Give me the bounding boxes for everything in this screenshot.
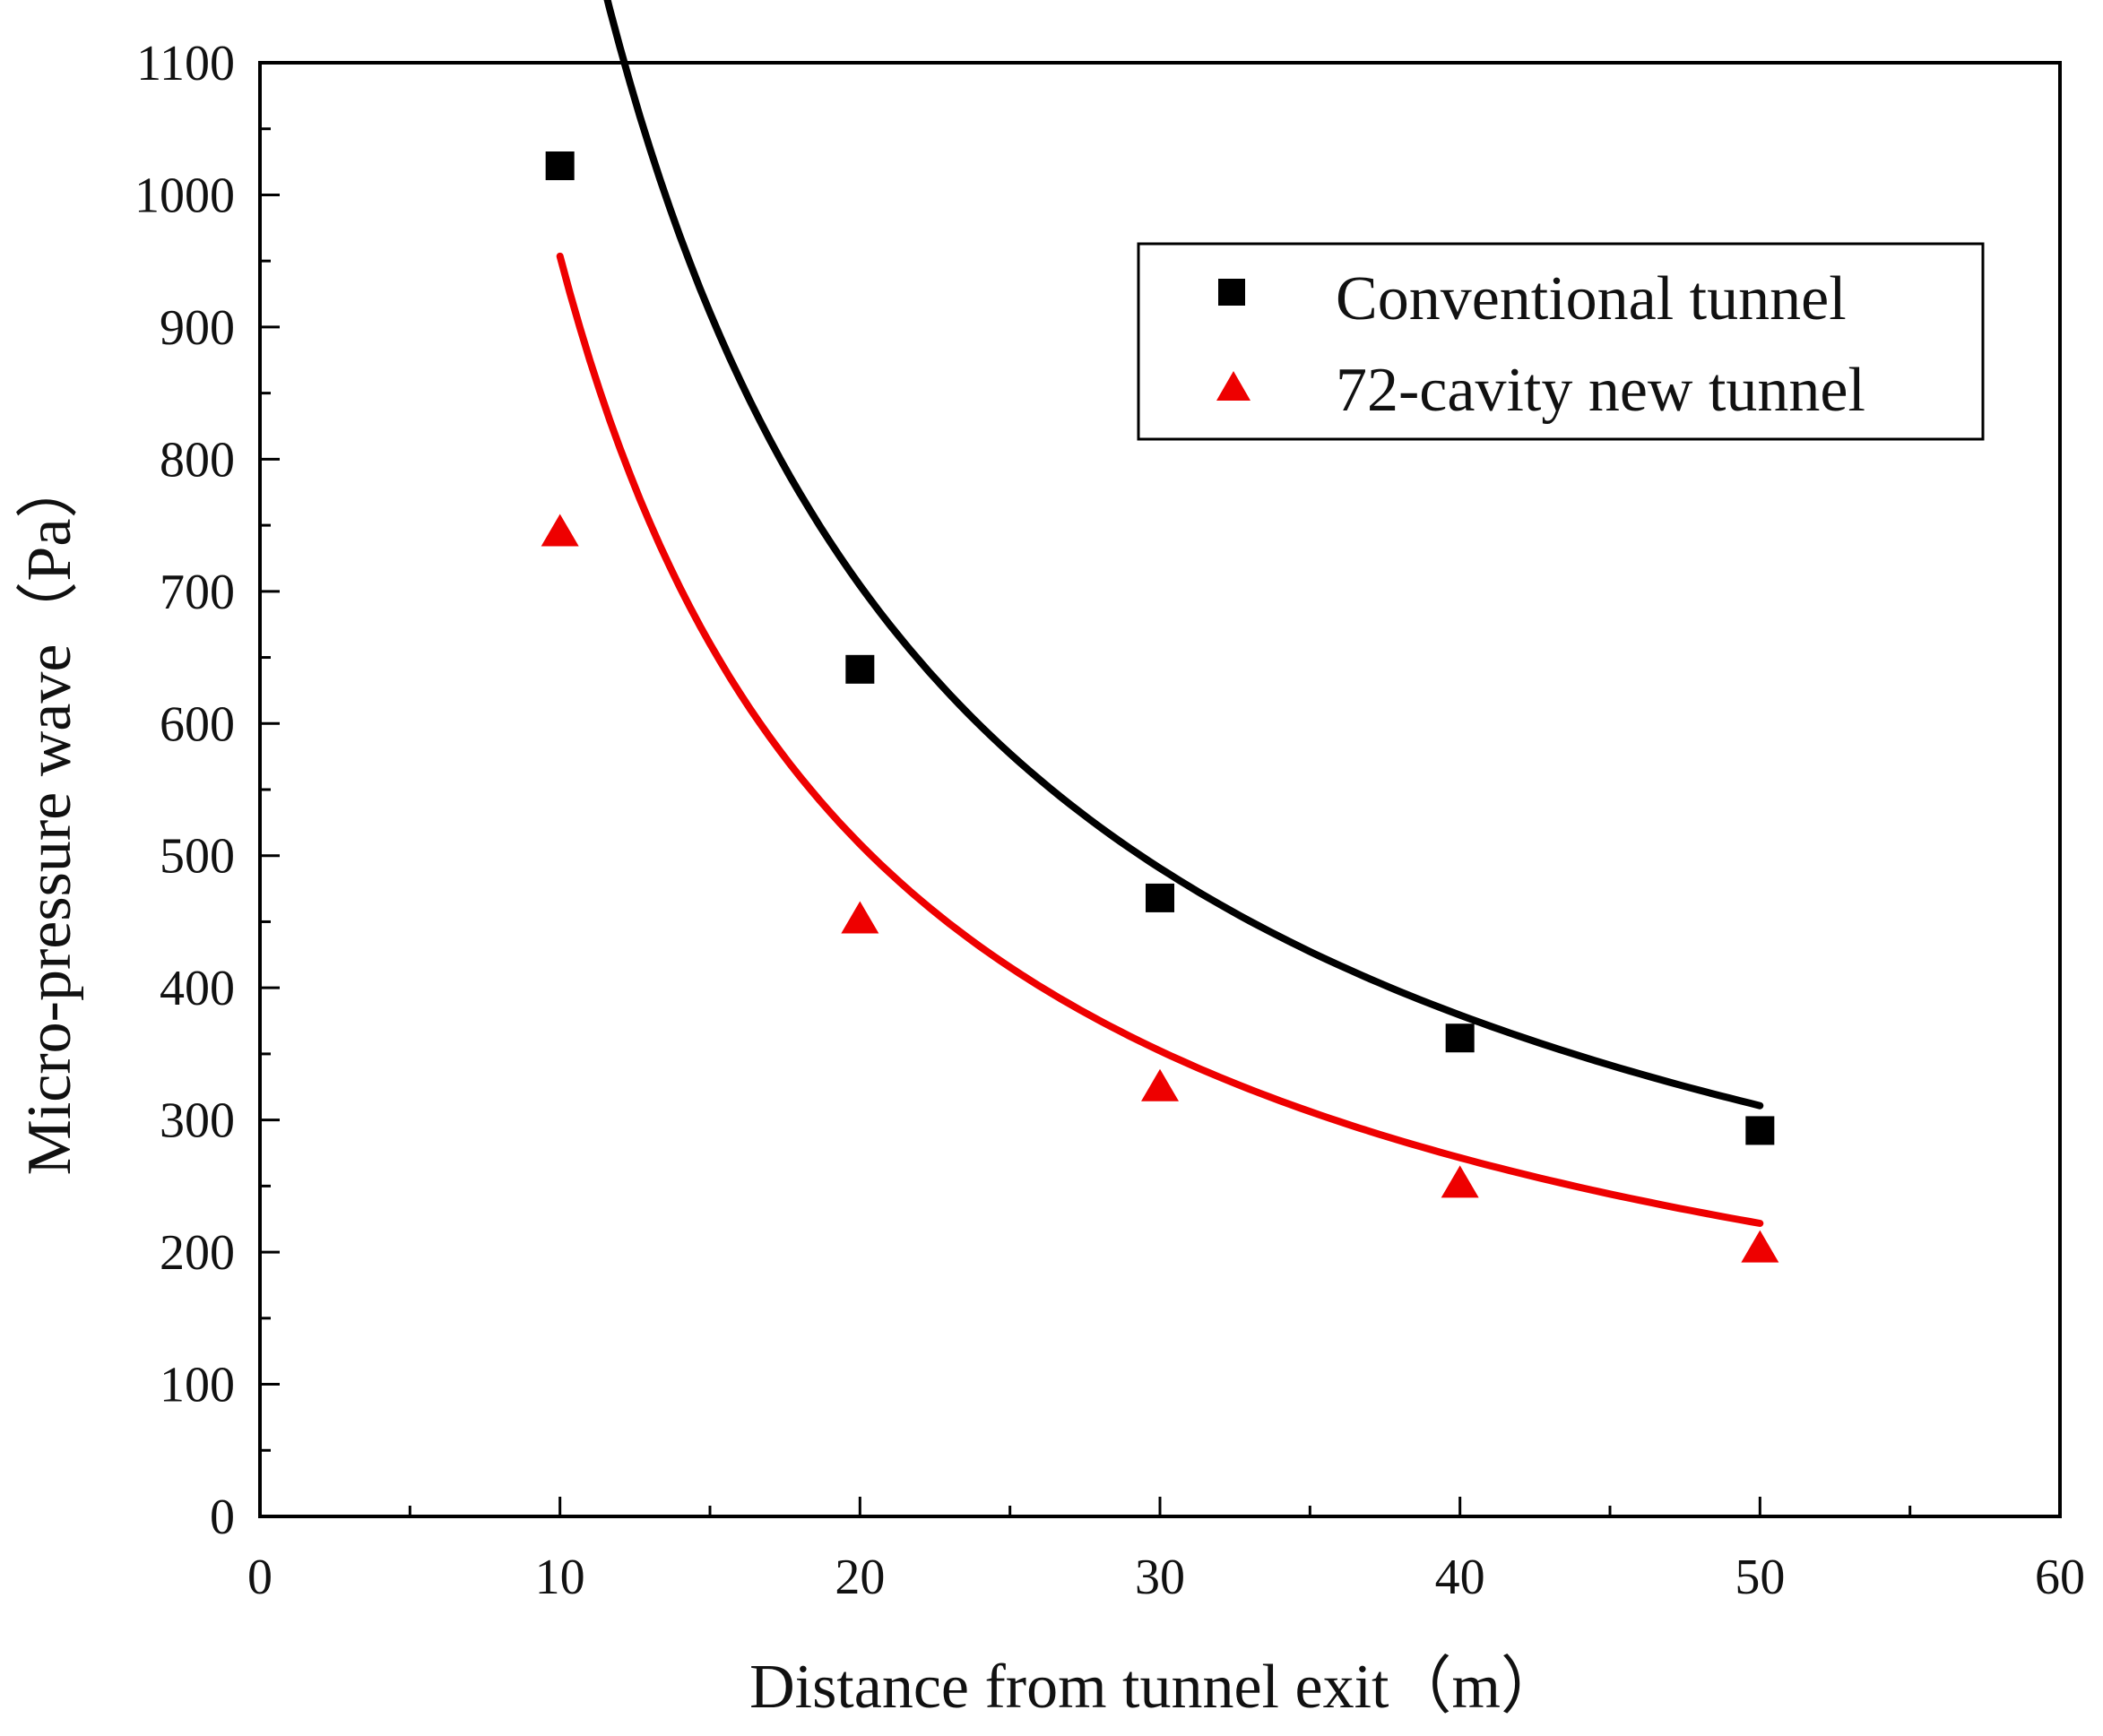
conventional-tunnel-point bbox=[845, 654, 875, 684]
conventional-tunnel-point bbox=[1745, 1116, 1775, 1145]
x-tick-label: 40 bbox=[1435, 1550, 1485, 1605]
y-tick-label: 700 bbox=[160, 565, 235, 620]
cavity-tunnel-point bbox=[1741, 1230, 1779, 1263]
legend: Conventional tunnel 72-cavity new tunnel bbox=[1137, 242, 1985, 441]
legend-label-72-cavity-new-tunnel: 72-cavity new tunnel bbox=[1336, 356, 1865, 425]
x-tick-label: 20 bbox=[835, 1550, 885, 1605]
y-tick-label: 1100 bbox=[136, 36, 235, 91]
x-axis-title: Distance from tunnel exit（m） bbox=[749, 1653, 1563, 1722]
y-tick-label: 300 bbox=[160, 1093, 235, 1149]
x-tick-label: 60 bbox=[2035, 1550, 2085, 1605]
cavity-tunnel-point bbox=[1441, 1165, 1479, 1198]
y-axis-title: Micro-pressure wave（Pa） bbox=[15, 456, 84, 1176]
cavity-tunnel-point bbox=[541, 514, 579, 547]
conventional-tunnel-fit-line bbox=[603, 0, 1764, 1110]
data-markers bbox=[541, 151, 1779, 1263]
cavity-tunnel-point bbox=[841, 901, 879, 934]
conventional-tunnel-point bbox=[1146, 883, 1174, 912]
y-tick-label: 900 bbox=[160, 300, 235, 356]
x-axis-tick-labels: 0 10 20 30 40 50 60 bbox=[247, 1550, 2085, 1605]
y-tick-label: 1000 bbox=[134, 168, 235, 223]
y-tick-label: 600 bbox=[160, 696, 235, 752]
x-tick-label: 0 bbox=[247, 1550, 273, 1605]
y-axis-tick-labels: 0 100 200 300 400 500 600 700 800 900 1000 1100 bbox=[134, 36, 235, 1545]
axis-ticks bbox=[258, 61, 2062, 1518]
y-tick-label: 400 bbox=[160, 961, 235, 1016]
y-tick-label: 800 bbox=[160, 432, 235, 488]
legend-label-conventional-tunnel: Conventional tunnel bbox=[1336, 264, 1847, 333]
conventional-tunnel-point bbox=[545, 151, 575, 181]
legend-box bbox=[1137, 242, 1985, 441]
x-tick-label: 50 bbox=[1735, 1550, 1785, 1605]
y-tick-label: 100 bbox=[160, 1358, 235, 1413]
x-tick-label: 10 bbox=[535, 1550, 585, 1605]
y-tick-label: 0 bbox=[210, 1490, 235, 1545]
legend-square-marker bbox=[1218, 279, 1245, 306]
y-tick-label: 200 bbox=[160, 1225, 235, 1281]
y-tick-label: 500 bbox=[160, 829, 235, 885]
conventional-tunnel-point bbox=[1445, 1023, 1475, 1053]
fit-curves bbox=[556, 0, 1764, 1227]
x-tick-label: 30 bbox=[1135, 1550, 1185, 1605]
cavity-tunnel-fit-line bbox=[556, 252, 1764, 1227]
legend-triangle-marker bbox=[1216, 371, 1251, 401]
cavity-tunnel-point bbox=[1141, 1068, 1179, 1101]
